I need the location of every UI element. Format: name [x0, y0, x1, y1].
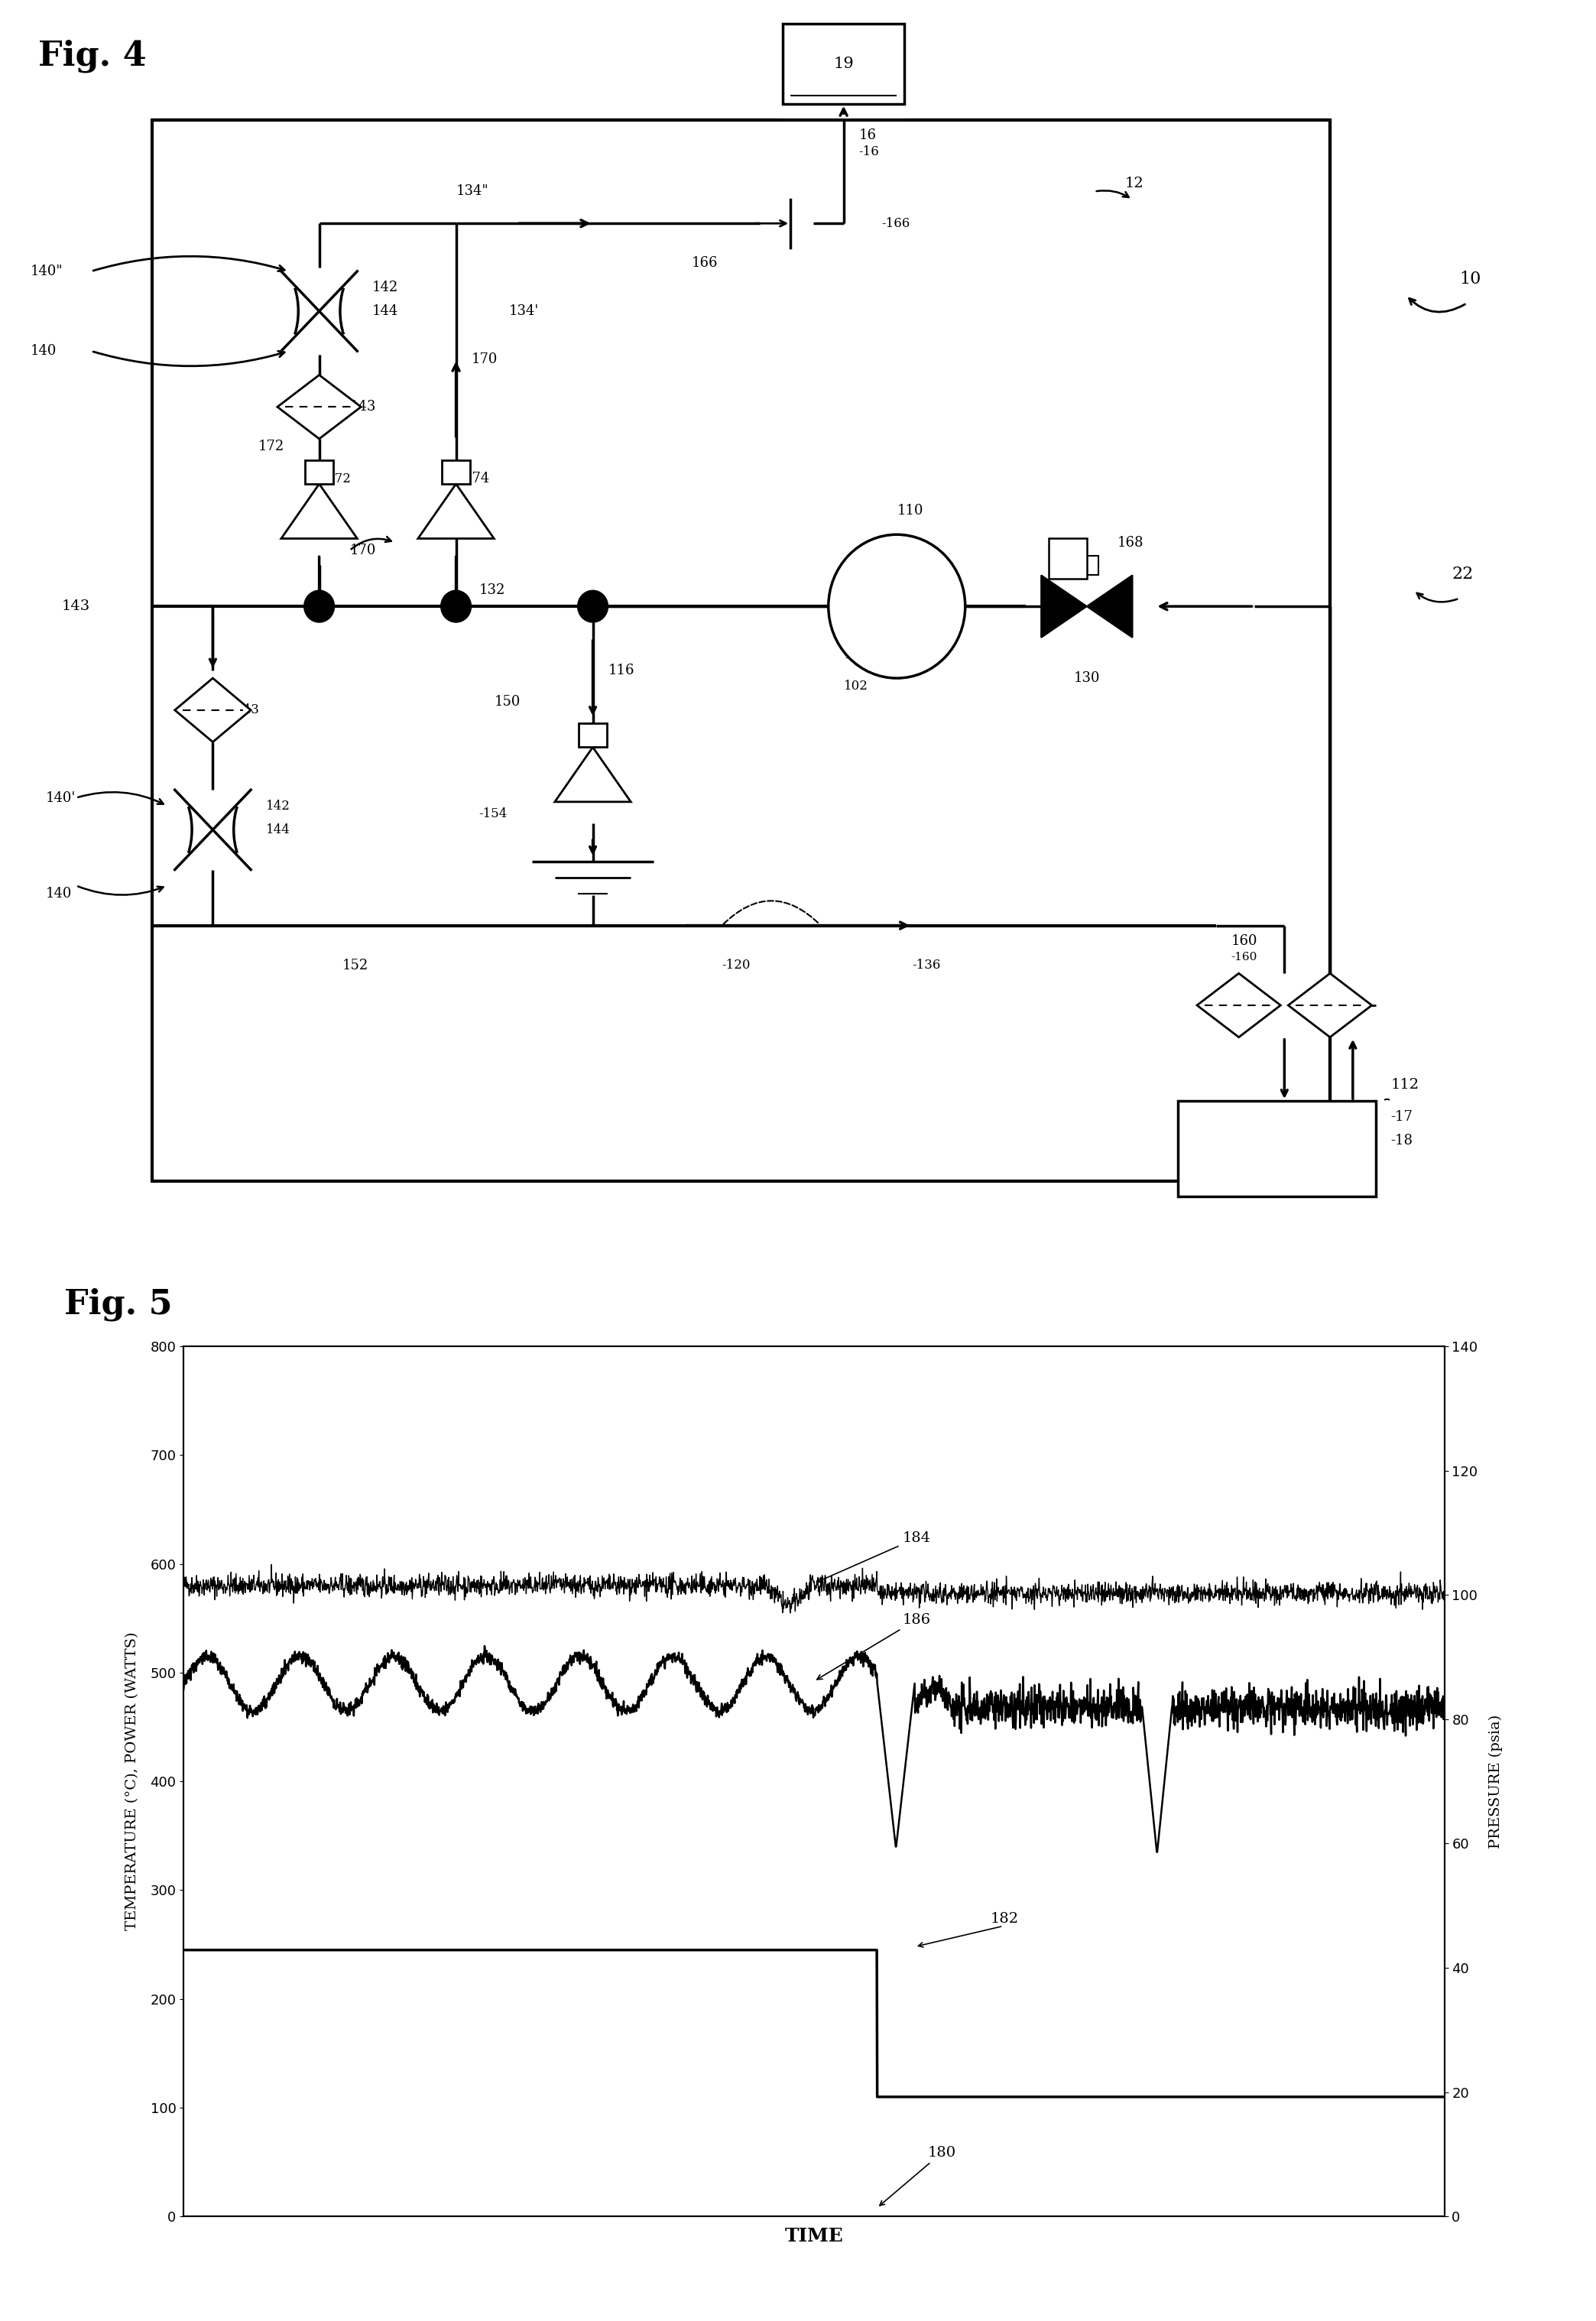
Text: 182: 182 — [991, 1913, 1018, 1926]
Text: 134": 134" — [456, 186, 488, 197]
Circle shape — [440, 590, 471, 622]
Text: 170: 170 — [471, 353, 498, 367]
Text: 170: 170 — [350, 543, 377, 557]
Text: 150: 150 — [495, 696, 520, 708]
Text: 160: 160 — [1231, 935, 1258, 949]
Polygon shape — [1087, 576, 1133, 638]
Text: 186: 186 — [817, 1613, 930, 1680]
Text: 184: 184 — [817, 1532, 930, 1583]
Text: 144: 144 — [372, 304, 399, 318]
Text: -16: -16 — [859, 146, 879, 158]
Circle shape — [303, 590, 335, 622]
Text: Fig. 4: Fig. 4 — [38, 39, 147, 72]
Polygon shape — [555, 747, 630, 801]
Text: 116: 116 — [608, 664, 634, 678]
Bar — [152, 121, 1329, 1181]
Text: 22: 22 — [1452, 566, 1473, 583]
Polygon shape — [1197, 972, 1280, 1037]
Polygon shape — [281, 483, 358, 538]
Circle shape — [578, 590, 608, 622]
Text: -166: -166 — [881, 216, 910, 230]
Text: 166: 166 — [691, 255, 718, 269]
Text: 143: 143 — [236, 703, 260, 717]
Text: 140": 140" — [30, 265, 62, 279]
Text: 132: 132 — [479, 583, 504, 596]
Text: 130: 130 — [1074, 671, 1100, 685]
Text: 19: 19 — [833, 56, 854, 72]
Bar — [1178, 1100, 1376, 1198]
Circle shape — [828, 534, 966, 678]
Bar — [1076, 557, 1098, 576]
Text: -160: -160 — [1231, 952, 1258, 963]
Bar — [305, 460, 334, 483]
Text: 142: 142 — [372, 281, 399, 295]
Polygon shape — [1288, 972, 1373, 1037]
Text: -120: -120 — [721, 959, 750, 972]
Bar — [782, 23, 905, 104]
Polygon shape — [278, 376, 361, 439]
Text: 180: 180 — [879, 2147, 956, 2205]
Text: -154: -154 — [479, 808, 508, 819]
Text: 172: 172 — [327, 471, 351, 485]
Text: 168: 168 — [1117, 536, 1144, 550]
Polygon shape — [418, 483, 495, 538]
Text: 140: 140 — [46, 887, 72, 901]
Text: 143: 143 — [350, 399, 377, 413]
Text: 152: 152 — [342, 959, 369, 972]
Text: 110: 110 — [897, 504, 922, 518]
Text: -18: -18 — [1390, 1135, 1412, 1149]
X-axis label: TIME: TIME — [785, 2228, 843, 2244]
Text: 144: 144 — [267, 824, 290, 836]
Text: 10: 10 — [1459, 272, 1481, 288]
Text: 174: 174 — [463, 471, 490, 485]
Bar — [442, 460, 471, 483]
Text: 12: 12 — [1125, 176, 1144, 190]
Y-axis label: TEMPERATURE (°C), POWER (WATTS): TEMPERATURE (°C), POWER (WATTS) — [126, 1632, 139, 1931]
Text: 112: 112 — [1390, 1079, 1419, 1091]
Text: 143: 143 — [62, 599, 91, 613]
Text: 100: 100 — [844, 648, 870, 661]
Text: 140: 140 — [30, 344, 57, 357]
Text: -136: -136 — [911, 959, 940, 972]
Text: 16: 16 — [859, 128, 876, 142]
Text: 140': 140' — [46, 791, 75, 805]
Text: 102: 102 — [844, 680, 868, 692]
Polygon shape — [1041, 576, 1087, 638]
Text: 152: 152 — [600, 791, 624, 805]
Y-axis label: PRESSURE (psia): PRESSURE (psia) — [1489, 1715, 1502, 1848]
Bar — [1049, 538, 1087, 578]
Text: 172: 172 — [259, 441, 284, 453]
Text: 142: 142 — [267, 798, 290, 812]
Text: -17: -17 — [1390, 1109, 1412, 1123]
Polygon shape — [176, 678, 251, 743]
Bar — [578, 724, 606, 747]
Text: Fig. 5: Fig. 5 — [64, 1288, 172, 1321]
Text: 134': 134' — [509, 304, 539, 318]
